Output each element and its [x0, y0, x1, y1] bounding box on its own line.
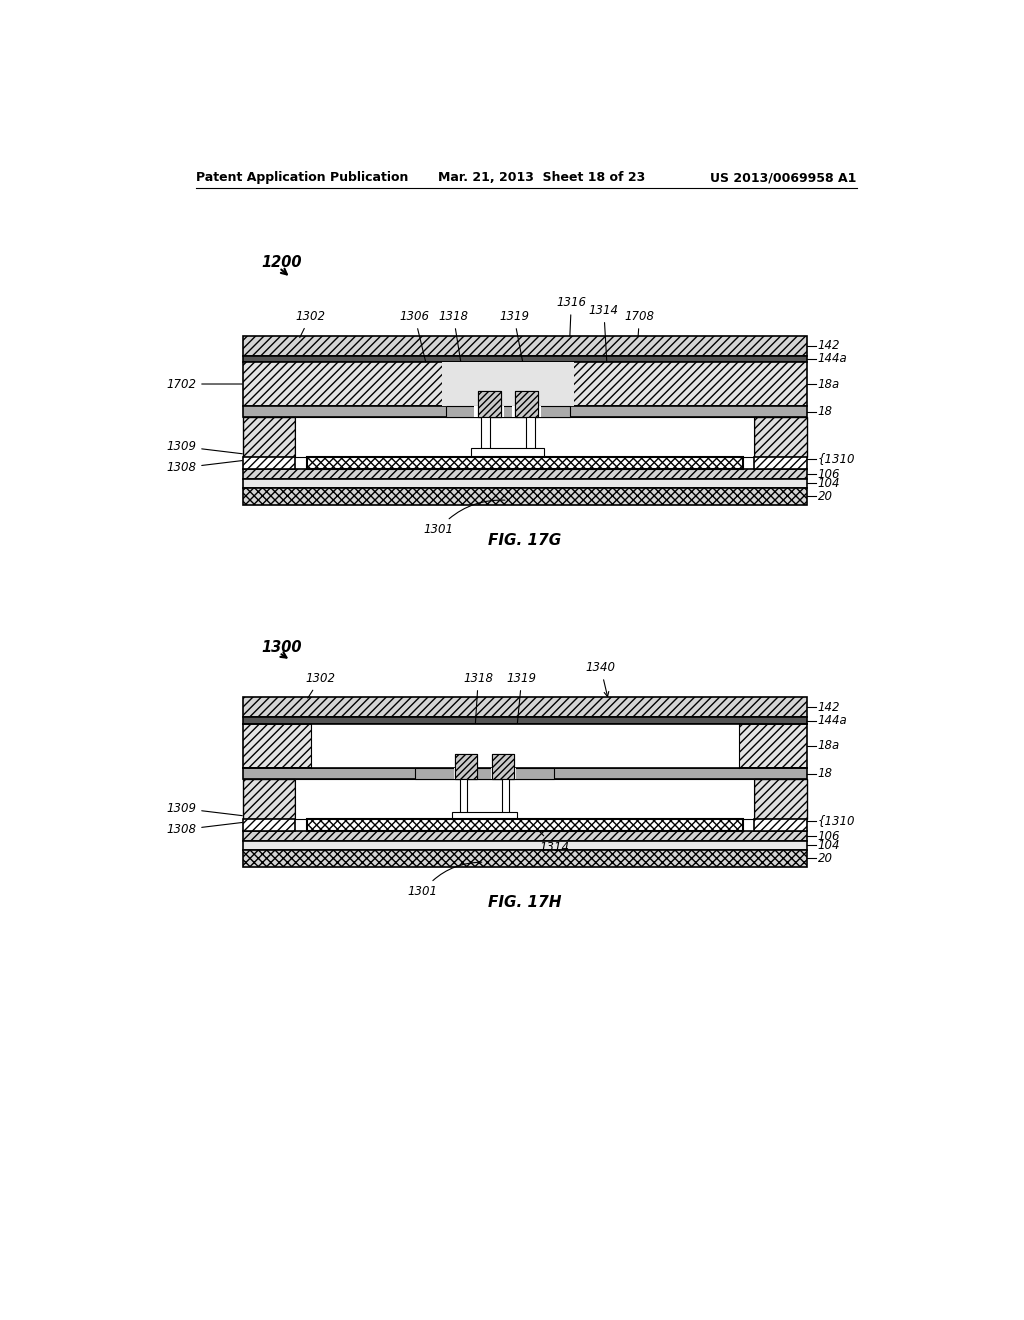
- Text: 1309: 1309: [166, 440, 243, 454]
- Text: 18a: 18a: [818, 739, 840, 752]
- Text: 142: 142: [818, 701, 841, 714]
- Text: FIG. 17G: FIG. 17G: [488, 533, 561, 548]
- Bar: [525, 417, 535, 451]
- Bar: [243, 723, 807, 768]
- Text: 104: 104: [818, 838, 841, 851]
- Bar: [243, 355, 807, 362]
- Text: 144a: 144a: [818, 714, 848, 727]
- Bar: [493, 755, 514, 779]
- Text: 1314: 1314: [589, 304, 618, 362]
- Bar: [307, 457, 742, 470]
- Text: 1340: 1340: [586, 661, 615, 697]
- Bar: [471, 447, 544, 455]
- Bar: [512, 407, 541, 417]
- Text: 144a: 144a: [818, 352, 848, 366]
- Bar: [243, 768, 807, 779]
- Bar: [755, 779, 807, 818]
- Bar: [243, 718, 807, 723]
- Bar: [295, 779, 755, 818]
- Bar: [295, 417, 755, 457]
- Text: 1302: 1302: [295, 310, 326, 338]
- Text: FIG. 17H: FIG. 17H: [488, 895, 561, 909]
- Bar: [455, 755, 477, 779]
- Text: 1708: 1708: [625, 310, 654, 335]
- Text: 1318: 1318: [463, 672, 494, 723]
- Bar: [307, 457, 742, 470]
- Bar: [490, 768, 515, 779]
- Bar: [243, 479, 807, 488]
- Text: 1302: 1302: [305, 672, 335, 698]
- Text: 106: 106: [818, 829, 841, 842]
- Text: 1314: 1314: [532, 824, 569, 854]
- Bar: [474, 407, 504, 417]
- Text: 1200: 1200: [261, 255, 302, 269]
- Bar: [755, 818, 807, 832]
- Text: 1702: 1702: [166, 378, 243, 391]
- Text: 1308: 1308: [166, 461, 243, 474]
- Bar: [480, 417, 489, 451]
- Bar: [755, 457, 807, 470]
- Bar: [243, 697, 807, 718]
- Text: US 2013/0069958 A1: US 2013/0069958 A1: [710, 172, 856, 185]
- Bar: [445, 407, 569, 417]
- Text: 106: 106: [818, 467, 841, 480]
- Bar: [477, 391, 501, 417]
- Bar: [243, 850, 807, 867]
- Text: 142: 142: [818, 339, 841, 352]
- Bar: [493, 755, 514, 779]
- Text: 104: 104: [818, 477, 841, 490]
- Text: 1306: 1306: [419, 739, 452, 756]
- Text: 20: 20: [818, 490, 833, 503]
- Bar: [243, 407, 807, 417]
- Text: 18: 18: [818, 767, 833, 780]
- Text: 1308: 1308: [166, 822, 243, 837]
- Bar: [452, 812, 517, 818]
- Text: 1319: 1319: [507, 672, 537, 723]
- Text: Mar. 21, 2013  Sheet 18 of 23: Mar. 21, 2013 Sheet 18 of 23: [438, 172, 645, 185]
- Bar: [515, 391, 538, 417]
- Bar: [455, 755, 477, 779]
- Bar: [755, 417, 807, 457]
- Bar: [307, 818, 742, 832]
- Bar: [243, 470, 807, 479]
- Bar: [460, 779, 467, 814]
- Bar: [515, 391, 538, 417]
- Text: 18: 18: [818, 405, 833, 418]
- Text: 1319: 1319: [499, 310, 529, 362]
- Text: 1301: 1301: [423, 500, 505, 536]
- Bar: [311, 723, 738, 768]
- Bar: [415, 768, 554, 779]
- Text: 18a: 18a: [818, 378, 840, 391]
- Bar: [445, 407, 569, 417]
- Bar: [243, 818, 295, 832]
- Bar: [243, 841, 807, 850]
- Text: Patent Application Publication: Patent Application Publication: [197, 172, 409, 185]
- Text: 1309: 1309: [166, 801, 243, 816]
- Bar: [243, 335, 807, 355]
- Bar: [243, 832, 807, 841]
- Text: 1318: 1318: [438, 310, 469, 362]
- Text: {1310: {1310: [818, 814, 855, 828]
- Bar: [307, 818, 742, 832]
- Text: 1306: 1306: [399, 310, 430, 362]
- Text: 1316: 1316: [556, 296, 587, 335]
- Text: 20: 20: [818, 851, 833, 865]
- Bar: [415, 768, 554, 779]
- Bar: [243, 779, 295, 818]
- Bar: [243, 488, 807, 506]
- Bar: [243, 362, 807, 407]
- Bar: [243, 417, 295, 457]
- Text: {1310: {1310: [818, 453, 855, 465]
- Bar: [454, 768, 478, 779]
- Text: 1300: 1300: [261, 640, 302, 655]
- Bar: [442, 362, 573, 407]
- Bar: [243, 457, 295, 470]
- Bar: [502, 779, 509, 814]
- Text: 1301: 1301: [408, 862, 481, 899]
- Bar: [477, 391, 501, 417]
